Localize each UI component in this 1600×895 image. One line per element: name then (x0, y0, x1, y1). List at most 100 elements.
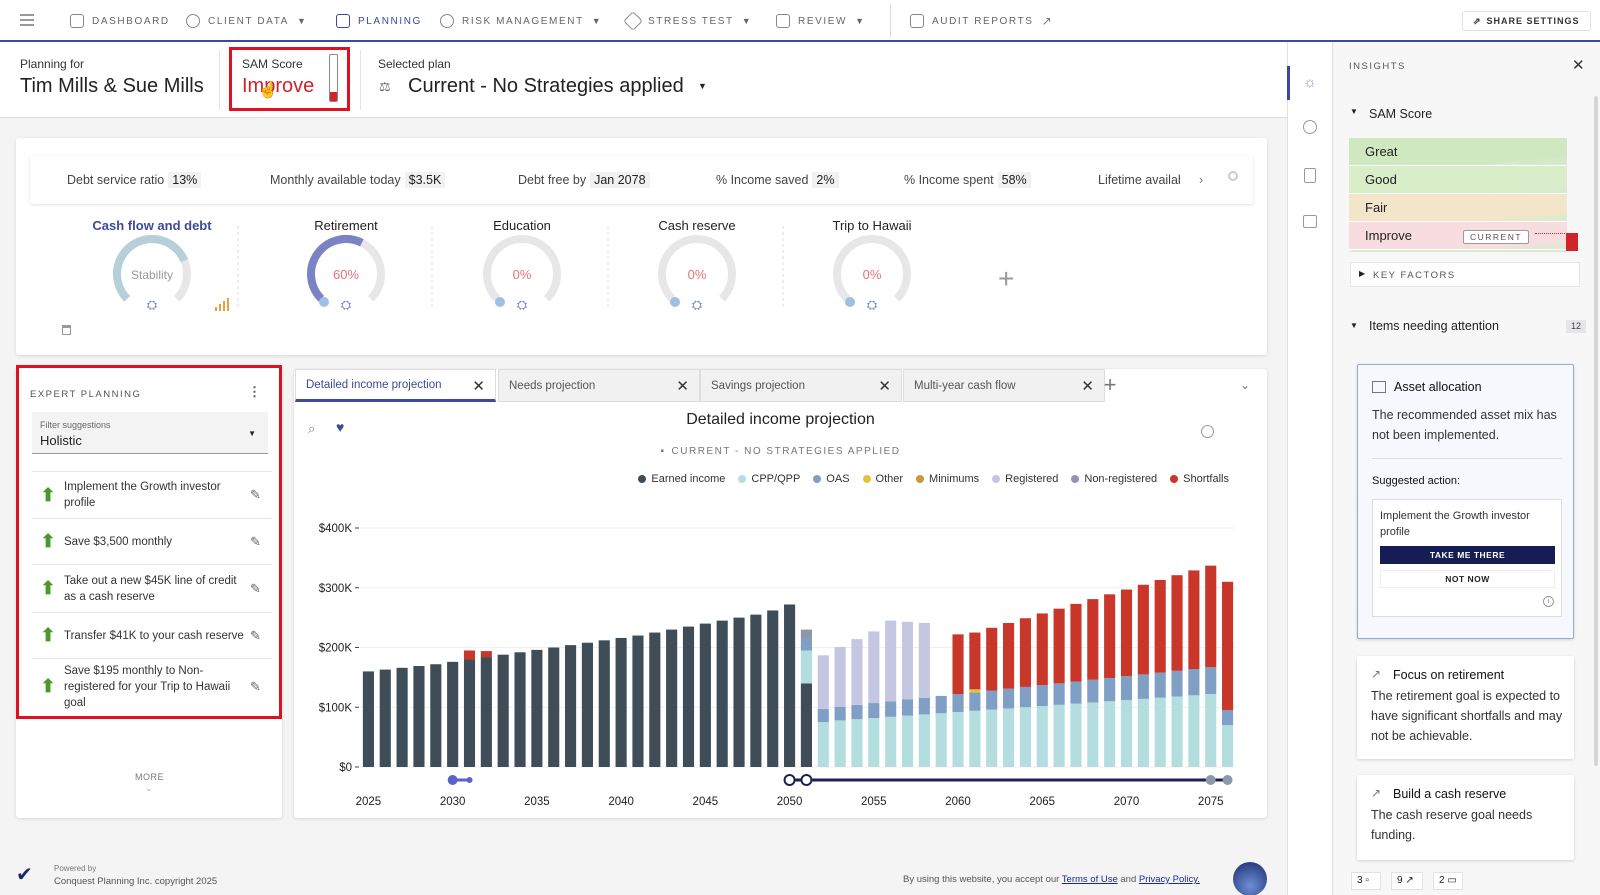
bar-segment[interactable] (1205, 694, 1217, 767)
notes-icon[interactable] (1303, 215, 1317, 228)
edit-icon[interactable]: ✎ (250, 627, 261, 643)
bar-segment[interactable] (1171, 696, 1183, 767)
download-icon[interactable] (1201, 425, 1214, 438)
bar-segment[interactable] (851, 704, 863, 720)
bar-segment[interactable] (1070, 603, 1082, 682)
chevron-down-icon[interactable]: ▼ (698, 81, 707, 91)
tab-multi-year-cash-flow[interactable]: Multi-year cash flow ✕ (903, 369, 1105, 402)
goal-title[interactable]: Retirement (314, 218, 378, 233)
close-icon[interactable]: ✕ (1572, 57, 1585, 74)
bar-segment[interactable] (447, 661, 459, 767)
bar-segment[interactable] (868, 718, 880, 767)
bar-segment[interactable] (1104, 677, 1116, 702)
bar-segment[interactable] (817, 709, 829, 723)
info-icon[interactable]: i (1543, 596, 1554, 607)
bar-segment[interactable] (817, 722, 829, 767)
goal-title[interactable]: Trip to Hawaii (832, 218, 912, 233)
bar-segment[interactable] (497, 654, 509, 767)
bar-segment[interactable] (1053, 608, 1065, 684)
bar-segment[interactable] (918, 623, 930, 698)
add-tab-button[interactable]: + (1103, 372, 1117, 397)
bar-segment[interactable] (767, 610, 779, 767)
bar-segment[interactable] (1104, 701, 1116, 767)
more-button[interactable]: MORE (135, 772, 164, 782)
bar-segment[interactable] (750, 614, 762, 767)
bar-segment[interactable] (379, 669, 391, 767)
filter-suggestions-select[interactable]: Filter suggestions Holistic ▼ (32, 412, 268, 454)
bar-segment[interactable] (800, 638, 812, 651)
bar-segment[interactable] (851, 719, 863, 767)
bar-segment[interactable] (885, 620, 897, 702)
suggestion-item[interactable]: ⬆ Implement the Growth investor profile ✎ (32, 471, 272, 518)
bar-segment[interactable] (682, 626, 695, 767)
bar-segment[interactable] (548, 647, 560, 768)
nav-audit-reports[interactable]: AUDIT REPORTS ↗ (910, 0, 1052, 42)
bar-segment[interactable] (1188, 695, 1200, 767)
bar-segment[interactable] (986, 690, 998, 710)
bar-segment[interactable] (1120, 589, 1133, 677)
bar-segment[interactable] (834, 720, 846, 767)
edit-icon[interactable]: ✎ (250, 487, 261, 502)
tab-savings-projection[interactable]: Savings projection ✕ (700, 369, 902, 402)
suggestion-item[interactable]: ⬆ Transfer $41K to your cash reserve ✎ (32, 612, 272, 658)
bar-segment[interactable] (463, 659, 476, 767)
scrollbar[interactable] (1594, 96, 1598, 766)
legend-item[interactable]: Minimums (916, 473, 979, 485)
chevron-down-icon[interactable]: ⌄ (1240, 378, 1251, 392)
bar-segment[interactable] (1087, 702, 1099, 767)
bar-segment[interactable] (1053, 704, 1065, 767)
bar-segment[interactable] (1036, 685, 1048, 707)
bar-segment[interactable] (784, 604, 796, 767)
close-icon[interactable]: ✕ (472, 378, 485, 395)
bar-segment[interactable] (1205, 565, 1217, 668)
bar-segment[interactable] (1137, 698, 1149, 767)
bar-segment[interactable] (1003, 708, 1015, 767)
timeline-marker[interactable] (466, 777, 473, 783)
zoom-icon[interactable]: ⌕ (308, 421, 316, 436)
close-icon[interactable]: ✕ (1081, 378, 1094, 395)
add-goal-button[interactable]: + (998, 263, 1015, 294)
bar-segment[interactable] (834, 706, 846, 721)
bar-segment[interactable] (851, 639, 863, 705)
bar-segment[interactable] (918, 714, 930, 767)
take-me-there-button[interactable]: TAKE ME THERE (1380, 546, 1555, 564)
count-filter-chip[interactable]: 9 ↗ (1391, 872, 1423, 890)
bar-segment[interactable] (800, 650, 812, 684)
tab-detailed-income-projection[interactable]: Detailed income projection ✕ (295, 369, 496, 402)
chevron-right-icon[interactable]: › (1199, 172, 1204, 187)
bar-segment[interactable] (1019, 707, 1031, 767)
sam-score-section-title[interactable]: SAM Score (1369, 107, 1433, 121)
goal-title[interactable]: Cash reserve (658, 218, 736, 233)
goal-title[interactable]: Cash flow and debt (92, 218, 212, 233)
bar-segment[interactable] (986, 709, 998, 767)
assistant-avatar[interactable] (1233, 862, 1267, 895)
bar-segment[interactable] (1104, 594, 1116, 678)
bar-segment[interactable] (733, 617, 745, 767)
bar-segment[interactable] (666, 629, 678, 767)
goal-title[interactable]: Education (493, 218, 551, 233)
heart-icon[interactable]: ♥ (336, 419, 345, 435)
bar-segment[interactable] (1019, 618, 1031, 687)
bar-segment[interactable] (800, 629, 812, 639)
bar-segment[interactable] (935, 713, 947, 767)
bar-segment[interactable] (598, 640, 610, 767)
bar-segment[interactable] (413, 666, 425, 767)
edit-icon[interactable]: ✎ (250, 580, 261, 596)
bar-segment[interactable] (615, 637, 627, 767)
not-now-button[interactable]: NOT NOW (1380, 570, 1555, 588)
bar-segment[interactable] (935, 695, 947, 714)
bar-segment[interactable] (1222, 581, 1234, 711)
goals-icon[interactable] (1303, 120, 1317, 134)
bar-segment[interactable] (952, 694, 964, 713)
hamburger-menu-icon[interactable] (20, 14, 34, 26)
more-options-icon[interactable]: ⋮ (248, 384, 261, 399)
nav-client-data[interactable]: CLIENT DATA ▼ (186, 0, 306, 42)
bar-segment[interactable] (1120, 676, 1133, 701)
clipboard-icon[interactable] (1304, 168, 1316, 183)
bar-segment[interactable] (480, 651, 492, 658)
bar-segment[interactable] (1087, 679, 1099, 703)
bar-segment[interactable] (1036, 613, 1048, 686)
bar-segment[interactable] (1053, 683, 1065, 705)
attention-section-title[interactable]: Items needing attention (1369, 319, 1499, 333)
timeline-marker[interactable] (1205, 775, 1216, 785)
